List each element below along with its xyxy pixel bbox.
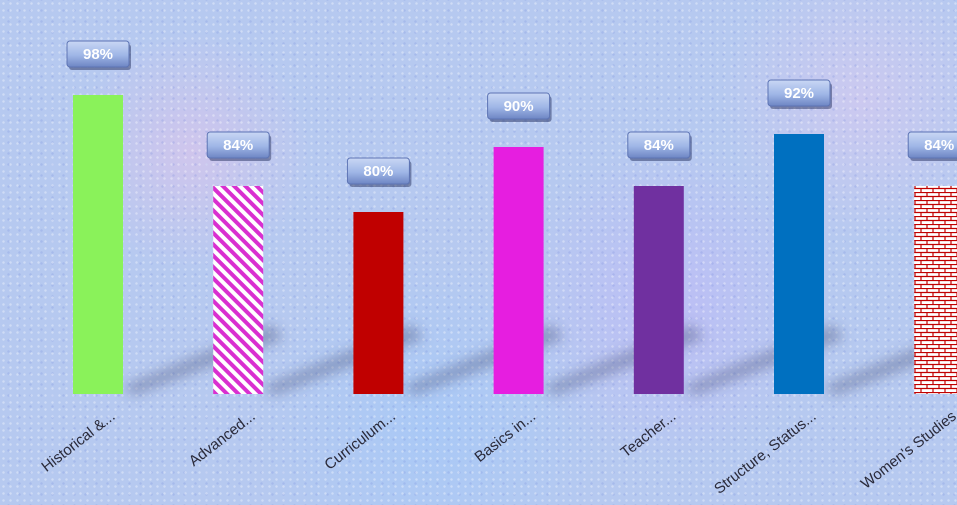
- data-label-box: [907, 131, 957, 159]
- category-label: Teacher...: [618, 408, 680, 461]
- bar: [914, 186, 957, 394]
- data-label-text: 92%: [784, 85, 814, 102]
- data-labels: 98% 84% 80% 90% 84% 92% 84%: [66, 40, 957, 187]
- data-label-box: [346, 157, 410, 185]
- data-label-box: [66, 40, 130, 68]
- data-label: 90%: [487, 92, 552, 122]
- bar-series: [73, 95, 957, 394]
- category-label: Historical &...: [38, 408, 118, 476]
- data-label-box: [206, 131, 270, 159]
- bar: [73, 95, 123, 394]
- bar: [353, 212, 404, 394]
- data-label-text: 98%: [83, 46, 113, 63]
- category-label: Curriculum...: [321, 408, 398, 474]
- data-label: 84%: [206, 131, 272, 161]
- category-label: Advanced...: [186, 408, 259, 470]
- category-label: Structure, Status...: [711, 408, 819, 498]
- data-label: 92%: [767, 79, 832, 109]
- data-label-text: 80%: [363, 163, 393, 180]
- data-label: 84%: [627, 131, 692, 161]
- bar: [633, 186, 684, 394]
- data-label-text: 90%: [504, 98, 534, 115]
- data-label: 84%: [907, 131, 957, 161]
- data-label-text: 84%: [223, 137, 253, 154]
- bar: [493, 147, 544, 394]
- category-labels: Historical &... Advanced... Curriculum... B…: [38, 408, 957, 498]
- data-label: 98%: [66, 40, 131, 70]
- bar: [774, 134, 824, 394]
- data-label: 80%: [346, 157, 412, 187]
- data-label-box: [767, 79, 831, 107]
- category-label: Basics in...: [471, 408, 539, 466]
- bar: [213, 186, 264, 394]
- category-label: Women's Studies: [858, 408, 957, 493]
- data-label-text: 84%: [644, 137, 674, 154]
- data-label-box: [627, 131, 691, 159]
- data-label-text: 84%: [924, 137, 954, 154]
- data-label-box: [487, 92, 551, 120]
